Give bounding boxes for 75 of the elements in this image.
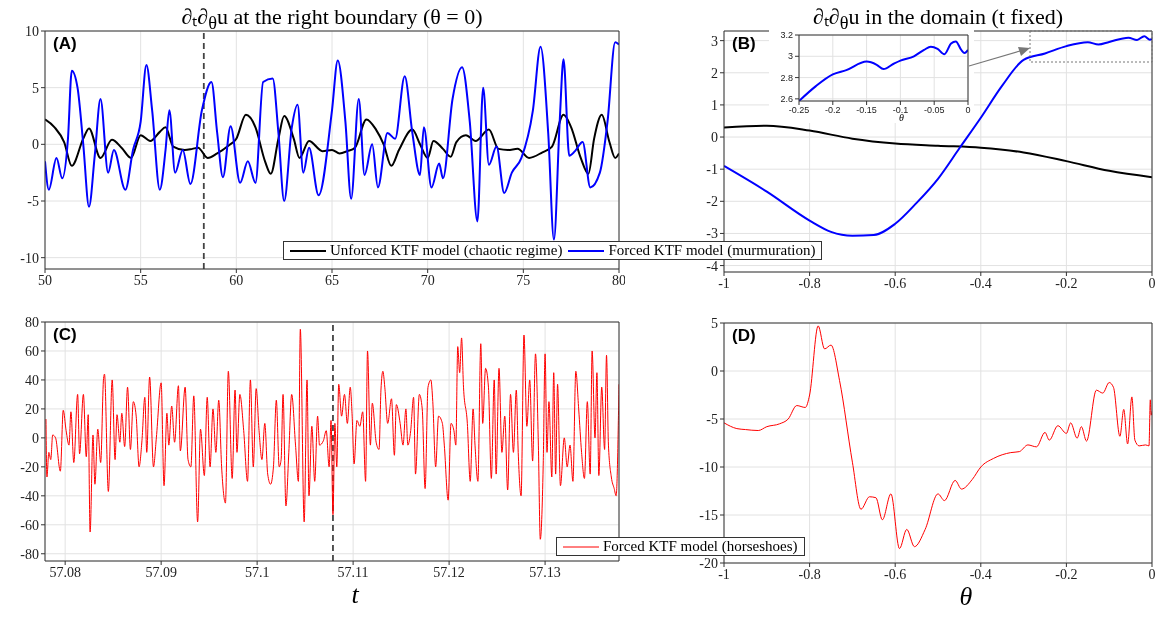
x-axis-title: θ	[899, 112, 904, 123]
x-tick-label: -0.6	[884, 566, 907, 582]
y-tick-label: -10	[20, 250, 39, 266]
x-tick-label: -0.8	[798, 275, 821, 291]
line-series	[45, 328, 619, 540]
x-tick-label: -0.8	[798, 566, 821, 582]
x-tick-label: 80	[612, 272, 626, 288]
y-tick-label: -20	[20, 459, 39, 475]
x-tick-label: 0	[965, 105, 971, 116]
y-tick-label: 1	[711, 97, 718, 113]
x-tick-label: 70	[420, 272, 435, 288]
y-tick-label: 20	[25, 401, 39, 417]
x-tick-label: 0	[1148, 566, 1156, 582]
y-tick-label: 80	[25, 314, 39, 330]
x-tick-label: -0.4	[969, 566, 992, 582]
y-tick-label: -60	[20, 517, 39, 533]
annotation: (B)	[732, 34, 756, 54]
x-tick-label: 0	[1148, 275, 1156, 291]
y-tick-label: 2.6	[780, 94, 793, 105]
x-tick-label: 65	[325, 272, 339, 288]
y-tick-label: 5	[32, 80, 39, 96]
x-tick-label: 57.08	[49, 564, 81, 580]
x-tick-label: 57.11	[337, 564, 369, 580]
x-tick-label: 75	[516, 272, 531, 288]
y-tick-label: 3	[711, 33, 718, 49]
x-axis-title: t	[350, 580, 360, 609]
y-tick-label: 3	[787, 51, 793, 62]
y-tick-label: -4	[706, 258, 718, 274]
y-tick-label: 10	[25, 23, 39, 39]
y-tick-label: 60	[25, 343, 39, 359]
x-tick-label: -0.25	[788, 105, 810, 116]
x-tick-label: 57.1	[244, 564, 270, 580]
line-series	[724, 124, 1152, 179]
x-tick-label: -0.4	[969, 275, 992, 291]
y-tick-label: 2	[711, 65, 718, 81]
y-tick-label: -15	[699, 507, 718, 523]
y-tick-label: -40	[20, 488, 39, 504]
chart-title: ∂ₜ∂$_{θ}$u at the right boundary (θ = 0)	[180, 3, 484, 35]
y-tick-label: 40	[25, 372, 39, 388]
x-tick-label: 57.09	[145, 564, 177, 580]
x-tick-label: 60	[229, 272, 244, 288]
y-tick-label: -2	[706, 194, 718, 210]
line-series	[45, 113, 619, 175]
y-tick-label: -80	[20, 546, 39, 562]
y-tick-label: -20	[699, 555, 718, 571]
y-tick-label: -1	[706, 162, 718, 178]
legend-label: Unforced KTF model (chaotic regime)	[330, 242, 563, 259]
x-tick-label: -0.05	[923, 105, 945, 116]
annotation: (A)	[53, 34, 77, 54]
y-tick-label: -5	[27, 193, 39, 209]
x-tick-label: 57.13	[529, 564, 561, 580]
annotation: (C)	[53, 325, 77, 345]
chart-title: ∂ₜ∂$_{θ}$u in the domain (t fixed)	[813, 4, 1063, 34]
x-axis-title: θ	[958, 582, 974, 611]
legend-label: Forced KTF model (horseshoes)	[603, 538, 798, 555]
annotation: (D)	[732, 326, 756, 346]
x-tick-label: -0.2	[1055, 566, 1078, 582]
legend-label: Forced KTF model (murmuration)	[608, 242, 816, 259]
y-tick-label: -3	[706, 226, 718, 242]
y-tick-label: 0	[711, 363, 718, 379]
x-tick-label: 57.12	[433, 564, 465, 580]
x-tick-label: 50	[38, 272, 52, 288]
y-tick-label: 3.2	[780, 30, 793, 41]
y-tick-label: 2.8	[780, 72, 793, 83]
y-tick-label: -5	[706, 411, 718, 427]
y-tick-label: 0	[711, 130, 718, 146]
y-tick-label: 0	[32, 430, 39, 446]
x-tick-label: -0.15	[856, 105, 877, 116]
y-tick-label: 5	[711, 315, 718, 331]
x-tick-label: -0.6	[884, 275, 907, 291]
x-tick-label: -0.2	[1055, 275, 1078, 291]
x-tick-label: -0.2	[825, 105, 841, 116]
y-tick-label: 0	[32, 137, 39, 153]
y-tick-label: -10	[699, 459, 718, 475]
x-tick-label: 55	[133, 272, 148, 288]
